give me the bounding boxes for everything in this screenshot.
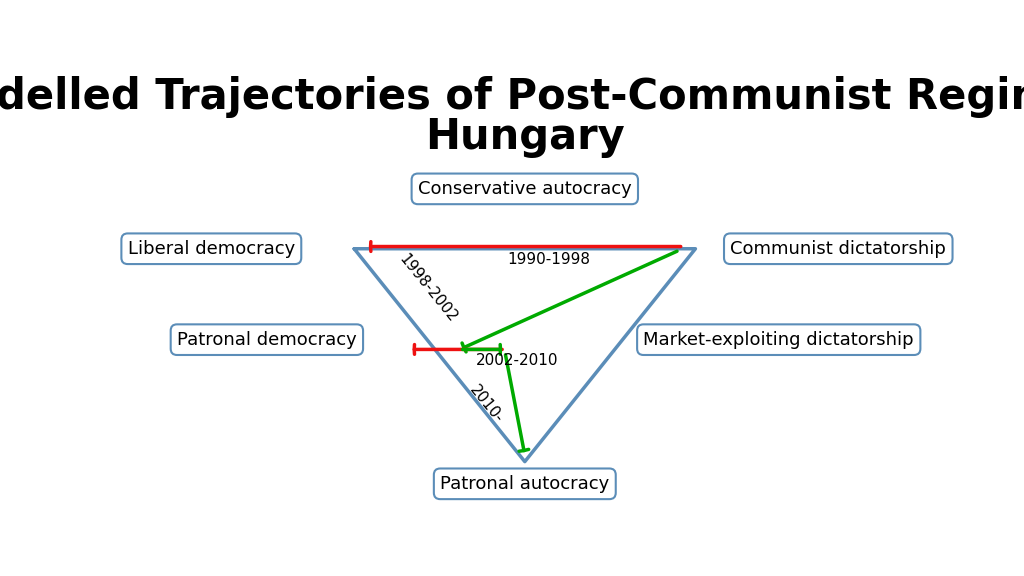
Text: Modelled Trajectories of Post-Communist Regimes:: Modelled Trajectories of Post-Communist … xyxy=(0,76,1024,118)
Text: Liberal democracy: Liberal democracy xyxy=(128,240,295,257)
Text: 1990-1998: 1990-1998 xyxy=(507,252,590,267)
Text: Market-exploiting dictatorship: Market-exploiting dictatorship xyxy=(643,331,914,348)
Text: 1998-2002: 1998-2002 xyxy=(396,252,460,325)
Text: Communist dictatorship: Communist dictatorship xyxy=(730,240,946,257)
Text: Conservative autocracy: Conservative autocracy xyxy=(418,180,632,198)
Text: Hungary: Hungary xyxy=(425,116,625,158)
Text: Patronal democracy: Patronal democracy xyxy=(177,331,356,348)
Text: Patronal autocracy: Patronal autocracy xyxy=(440,475,609,493)
Text: 2002-2010: 2002-2010 xyxy=(475,354,558,369)
Text: 2010-: 2010- xyxy=(467,382,507,426)
